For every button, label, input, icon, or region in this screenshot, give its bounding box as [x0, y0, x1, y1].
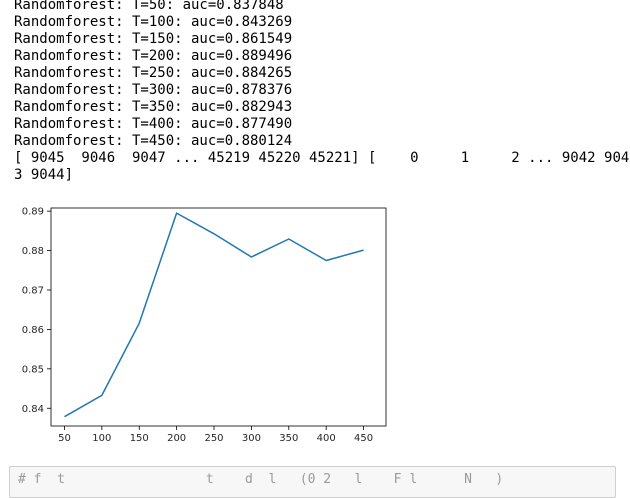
y-tick-label: 0.84 [22, 404, 44, 415]
next-code-cell[interactable]: # f t t d l (0 2 l F l N ) [9, 466, 616, 498]
output-line: Randomforest: T=350: auc=0.882943 [14, 99, 614, 116]
output-line: Randomforest: T=250: auc=0.884265 [14, 65, 614, 82]
y-tick-label: 0.87 [22, 285, 44, 296]
output-line: Randomforest: T=50: auc=0.837848 [14, 0, 614, 14]
output-line: Randomforest: T=150: auc=0.861549 [14, 31, 614, 48]
plot-frame [51, 208, 386, 426]
output-line: Randomforest: T=400: auc=0.877490 [14, 116, 614, 133]
x-tick-label: 250 [204, 433, 223, 444]
x-tick-label: 50 [58, 433, 71, 444]
x-tick-label: 150 [130, 433, 149, 444]
output-array-line: 3 9044] [14, 167, 614, 184]
x-tick-label: 200 [167, 433, 186, 444]
x-tick-label: 100 [92, 433, 111, 444]
series-line [65, 213, 364, 417]
line-chart: 50 100 150 200 250 300 350 400 450 0.84 0.85 0.86 0.… [10, 200, 400, 448]
y-tick-label: 0.85 [22, 364, 44, 375]
chart-svg: 50 100 150 200 250 300 350 400 450 0.84 0.85 0.86 0.… [10, 200, 400, 448]
y-tick-label: 0.88 [22, 246, 44, 257]
x-tick-label: 400 [317, 433, 336, 444]
output-line: Randomforest: T=450: auc=0.880124 [14, 133, 614, 150]
output-line: Randomforest: T=100: auc=0.843269 [14, 14, 614, 31]
output-line: Randomforest: T=300: auc=0.878376 [14, 82, 614, 99]
y-tick-label: 0.89 [22, 207, 44, 218]
output-line: Randomforest: T=200: auc=0.889496 [14, 48, 614, 65]
cell-output: Randomforest: T=50: auc=0.837848 Randomf… [14, 0, 614, 184]
output-array-line: [ 9045 9046 9047 ... 45219 45220 45221] … [14, 150, 614, 167]
notebook-page: { "output": { "lines": [ "Randomforest: … [0, 0, 630, 478]
x-tick-label: 300 [242, 433, 261, 444]
x-tick-label: 450 [354, 433, 373, 444]
x-tick-label: 350 [279, 433, 298, 444]
y-tick-label: 0.86 [22, 325, 44, 336]
code-input[interactable]: # f t t d l (0 2 l F l N ) [18, 472, 503, 487]
